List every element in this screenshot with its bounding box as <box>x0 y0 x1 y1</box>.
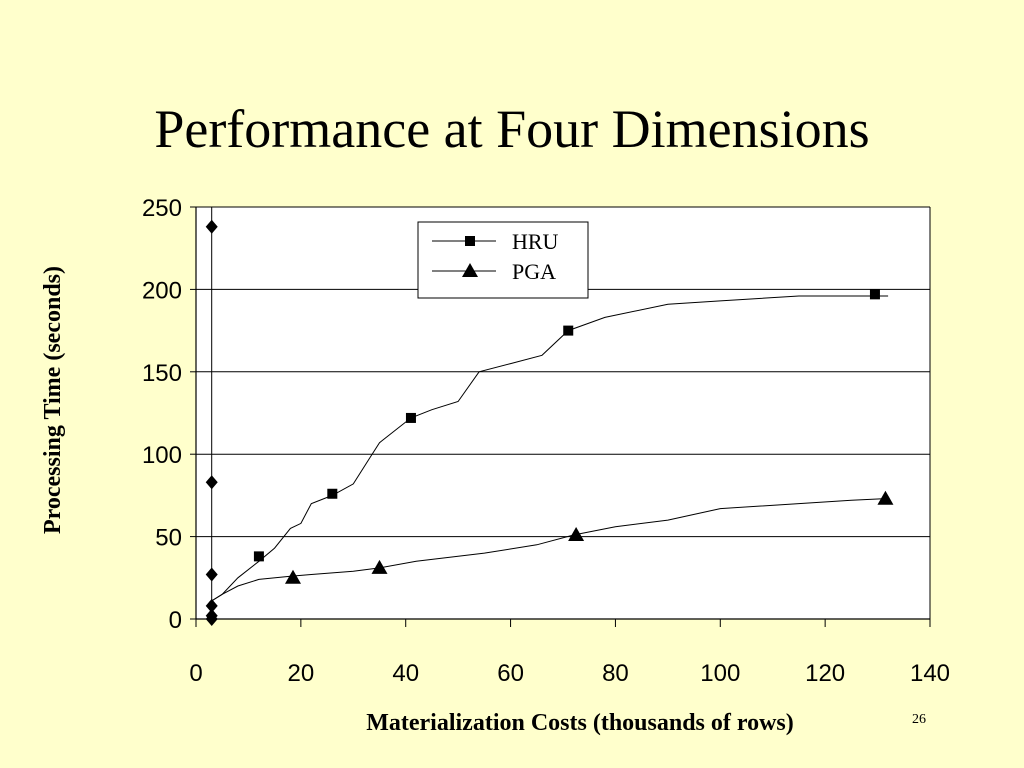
series-line-pga <box>208 498 883 603</box>
data-point-diamond <box>205 219 218 234</box>
x-tick-label: 40 <box>392 660 419 687</box>
series-layer <box>205 207 894 626</box>
y-tick-label: 250 <box>142 195 182 222</box>
data-point-diamond <box>205 598 218 613</box>
x-tick-label: 140 <box>910 660 950 687</box>
data-point-diamond <box>205 608 218 623</box>
x-tick-label: 120 <box>805 660 845 687</box>
data-point-diamond <box>205 567 218 582</box>
data-point-hru <box>563 325 574 336</box>
x-tick-label: 100 <box>700 660 740 687</box>
legend: HRU PGA <box>417 221 589 299</box>
legend-marker <box>462 263 478 277</box>
legend-box <box>417 221 589 299</box>
data-point-hru <box>405 412 416 423</box>
legend-entries: HRU PGA <box>432 229 559 284</box>
data-point-hru <box>869 289 880 300</box>
y-tick-label: 200 <box>142 277 182 304</box>
data-point-pga <box>284 569 301 584</box>
y-tick-label: 100 <box>142 442 182 469</box>
page-number: 26 <box>912 712 926 727</box>
x-tick-label: 80 <box>602 660 629 687</box>
data-point-pga <box>568 526 585 541</box>
axes: 0 50 100 150 200 250 0 20 40 60 80 100 120 140 <box>142 195 950 687</box>
x-tick-label: 0 <box>189 660 202 687</box>
slide-title: Performance at Four Dimensions <box>154 99 870 159</box>
x-axis-label: Materialization Costs (thousands of rows… <box>366 710 794 736</box>
legend-label: HRU <box>512 229 559 254</box>
legend-label: PGA <box>512 259 556 284</box>
data-point-diamond <box>205 475 218 490</box>
x-tick-label: 60 <box>497 660 524 687</box>
y-axis-label: Processing Time (seconds) <box>40 266 66 534</box>
data-point-hru <box>253 551 264 562</box>
legend-item-hru: HRU <box>432 229 559 254</box>
data-point-pga <box>877 490 894 505</box>
y-tick-label: 50 <box>155 525 182 552</box>
series-pga <box>208 490 894 603</box>
legend-item-pga: PGA <box>432 259 556 284</box>
y-tick-label: 0 <box>169 607 182 634</box>
y-tick-label: 150 <box>142 360 182 387</box>
x-tick-label: 20 <box>288 660 315 687</box>
data-point-pga <box>371 559 388 574</box>
legend-marker <box>465 236 475 246</box>
data-point-hru <box>327 488 338 499</box>
series-diamond <box>205 207 218 626</box>
series-hru <box>208 289 889 603</box>
